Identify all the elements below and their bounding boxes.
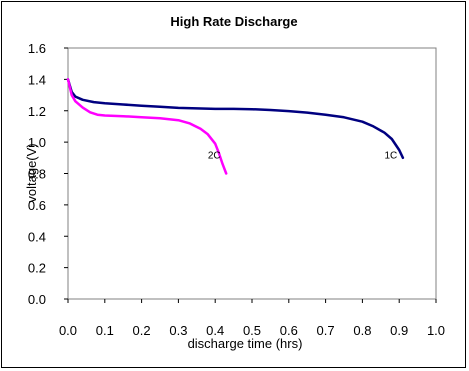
series-label-2c: 2C: [208, 151, 221, 162]
y-tick-label: 0.2: [28, 261, 46, 276]
x-tick-label: 0.8: [353, 323, 371, 338]
y-tick-label: 0.4: [28, 229, 46, 244]
x-tick-label: 0.0: [59, 323, 77, 338]
series-line-2c: [66, 78, 228, 175]
chart-title: High Rate Discharge: [170, 14, 297, 29]
series-line-1c: [66, 78, 405, 160]
series-label-1c: 1C: [384, 151, 397, 162]
x-tick-label: 1.0: [427, 323, 445, 338]
x-axis-ticks: 0.0 0.1 0.2 0.3 0.4 0.5 0.6 0.7 0.8 0.9 1.0: [59, 299, 445, 338]
y-tick-label: 0.8: [28, 167, 46, 182]
y-tick-label: 1.2: [28, 104, 46, 119]
x-tick-label: 0.3: [169, 323, 187, 338]
y-axis-label: voltage(V): [24, 143, 39, 202]
x-tick-label: 0.2: [133, 323, 151, 338]
series-labels: 2C 1C: [208, 151, 397, 162]
x-tick-label: 0.4: [206, 323, 224, 338]
x-tick-label: 0.6: [280, 323, 298, 338]
y-tick-label: 0.0: [28, 292, 46, 307]
y-tick-label: 1.6: [28, 41, 46, 56]
x-tick-label: 0.7: [317, 323, 335, 338]
y-tick-label: 1.4: [28, 72, 46, 87]
x-tick-label: 0.1: [96, 323, 114, 338]
plot-area: [67, 47, 437, 300]
x-axis-label: discharge time (hrs): [188, 336, 303, 351]
x-tick-label: 0.9: [390, 323, 408, 338]
series-group: [66, 78, 405, 175]
x-tick-label: 0.5: [243, 323, 261, 338]
y-axis-ticks: 0.0 0.2 0.4 0.6 0.8 1.0 1.2 1.4 1.6: [28, 41, 68, 307]
y-tick-label: 0.6: [28, 198, 46, 213]
y-tick-label: 1.0: [28, 135, 46, 150]
